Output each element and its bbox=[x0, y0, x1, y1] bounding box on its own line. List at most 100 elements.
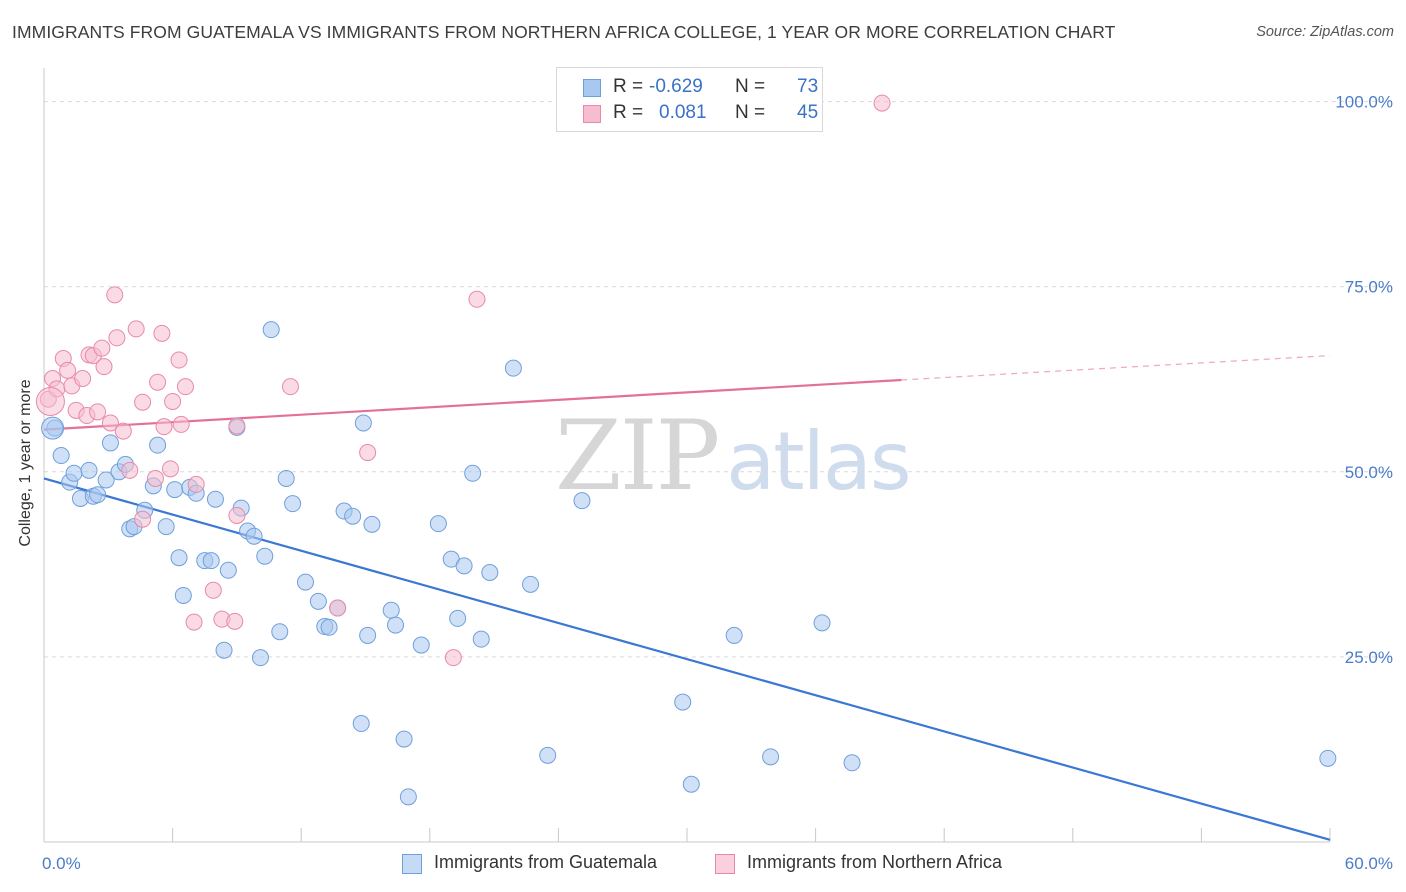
point-northern-africa bbox=[121, 461, 139, 479]
bottom-legend-label-guatemala: Immigrants from Guatemala bbox=[434, 852, 658, 872]
point-northern-africa bbox=[108, 329, 126, 347]
point-guatemala bbox=[320, 618, 338, 636]
point-northern-africa bbox=[444, 649, 462, 667]
legend-r-value: 0.081 bbox=[659, 102, 707, 123]
point-northern-africa bbox=[35, 386, 65, 416]
point-guatemala bbox=[97, 471, 115, 489]
point-northern-africa bbox=[114, 422, 132, 440]
x-tick-label: 0.0% bbox=[42, 854, 81, 873]
point-northern-africa bbox=[134, 393, 152, 411]
grid-lines bbox=[44, 101, 1392, 658]
point-guatemala bbox=[382, 601, 400, 619]
point-northern-africa bbox=[153, 324, 171, 342]
point-guatemala bbox=[344, 507, 362, 525]
point-guatemala bbox=[522, 575, 540, 593]
point-guatemala bbox=[464, 464, 482, 482]
point-guatemala bbox=[166, 481, 184, 499]
point-guatemala bbox=[157, 518, 175, 536]
bottom-legend-swatch-northern-africa bbox=[715, 854, 735, 874]
tick-labels: 25.0% 50.0% 75.0% 100.0% 0.0% 60.0% bbox=[42, 93, 1393, 873]
chart-title: IMMIGRANTS FROM GUATEMALA VS IMMIGRANTS … bbox=[12, 22, 1116, 42]
legend-r-label: R = bbox=[613, 102, 644, 123]
y-tick-label: 25.0% bbox=[1345, 648, 1393, 667]
point-guatemala bbox=[449, 609, 467, 627]
point-northern-africa bbox=[155, 418, 173, 436]
point-guatemala bbox=[674, 693, 692, 711]
point-guatemala bbox=[762, 748, 780, 766]
point-guatemala bbox=[262, 321, 280, 339]
point-guatemala bbox=[245, 527, 263, 545]
point-guatemala bbox=[52, 447, 70, 465]
point-guatemala bbox=[455, 557, 473, 575]
point-northern-africa bbox=[873, 94, 891, 112]
point-northern-africa bbox=[59, 361, 77, 379]
point-guatemala bbox=[429, 515, 447, 533]
point-guatemala bbox=[399, 788, 417, 806]
point-guatemala bbox=[251, 649, 269, 667]
axes bbox=[43, 68, 1331, 843]
point-northern-africa bbox=[146, 469, 164, 487]
point-guatemala bbox=[813, 614, 831, 632]
point-guatemala bbox=[206, 490, 224, 508]
point-northern-africa bbox=[161, 460, 179, 478]
point-northern-africa bbox=[187, 475, 205, 493]
point-northern-africa bbox=[164, 392, 182, 410]
point-guatemala bbox=[41, 416, 65, 440]
point-guatemala bbox=[682, 775, 700, 793]
legend-n-value: 73 bbox=[797, 76, 819, 97]
point-guatemala bbox=[271, 623, 289, 641]
correlation-legend: R = -0.629 N = 73 R = 0.081 N = 45 bbox=[556, 67, 823, 132]
point-northern-africa bbox=[172, 415, 190, 433]
point-guatemala bbox=[284, 495, 302, 513]
point-northern-africa bbox=[74, 370, 92, 388]
y-tick-label: 75.0% bbox=[1345, 278, 1393, 297]
point-northern-africa bbox=[359, 444, 377, 462]
point-northern-africa bbox=[228, 417, 246, 435]
point-northern-africa bbox=[170, 351, 188, 369]
point-guatemala bbox=[843, 754, 861, 772]
bottom-legend-label-northern-africa: Immigrants from Northern Africa bbox=[747, 852, 1003, 872]
trend-line-northern-africa-extension bbox=[901, 354, 1331, 381]
point-guatemala bbox=[296, 573, 314, 591]
legend-swatch-guatemala bbox=[583, 79, 601, 97]
point-guatemala bbox=[309, 592, 327, 610]
point-northern-africa bbox=[106, 286, 124, 304]
point-guatemala bbox=[174, 586, 192, 604]
point-northern-africa bbox=[185, 613, 203, 631]
point-guatemala bbox=[359, 626, 377, 644]
y-tick-label: 50.0% bbox=[1345, 463, 1393, 482]
point-northern-africa bbox=[149, 373, 167, 391]
point-guatemala bbox=[387, 616, 405, 634]
point-northern-africa bbox=[204, 581, 222, 599]
point-guatemala bbox=[539, 746, 557, 764]
point-guatemala bbox=[725, 626, 743, 644]
legend-swatch-northern-africa bbox=[583, 105, 601, 123]
point-guatemala bbox=[352, 715, 370, 733]
point-northern-africa bbox=[226, 612, 244, 630]
point-guatemala bbox=[219, 561, 237, 579]
point-northern-africa bbox=[228, 506, 246, 524]
watermark-atlas: atlas bbox=[726, 415, 911, 508]
point-northern-africa bbox=[329, 599, 347, 617]
point-guatemala bbox=[80, 461, 98, 479]
point-guatemala bbox=[504, 359, 522, 377]
point-northern-africa bbox=[127, 320, 145, 338]
point-guatemala bbox=[354, 414, 372, 432]
legend-n-value: 45 bbox=[797, 102, 819, 123]
point-guatemala bbox=[573, 492, 591, 510]
point-northern-africa bbox=[134, 510, 152, 528]
point-northern-africa bbox=[468, 290, 486, 308]
point-northern-africa bbox=[176, 378, 194, 396]
point-guatemala bbox=[65, 464, 83, 482]
point-guatemala bbox=[277, 469, 295, 487]
point-guatemala bbox=[472, 630, 490, 648]
point-northern-africa bbox=[95, 358, 113, 376]
point-guatemala bbox=[149, 436, 167, 454]
point-guatemala bbox=[256, 547, 274, 565]
point-northern-africa bbox=[89, 403, 107, 421]
point-guatemala bbox=[202, 552, 220, 570]
point-guatemala bbox=[101, 434, 119, 452]
legend-r-value: -0.629 bbox=[649, 76, 703, 97]
point-northern-africa bbox=[281, 378, 299, 396]
